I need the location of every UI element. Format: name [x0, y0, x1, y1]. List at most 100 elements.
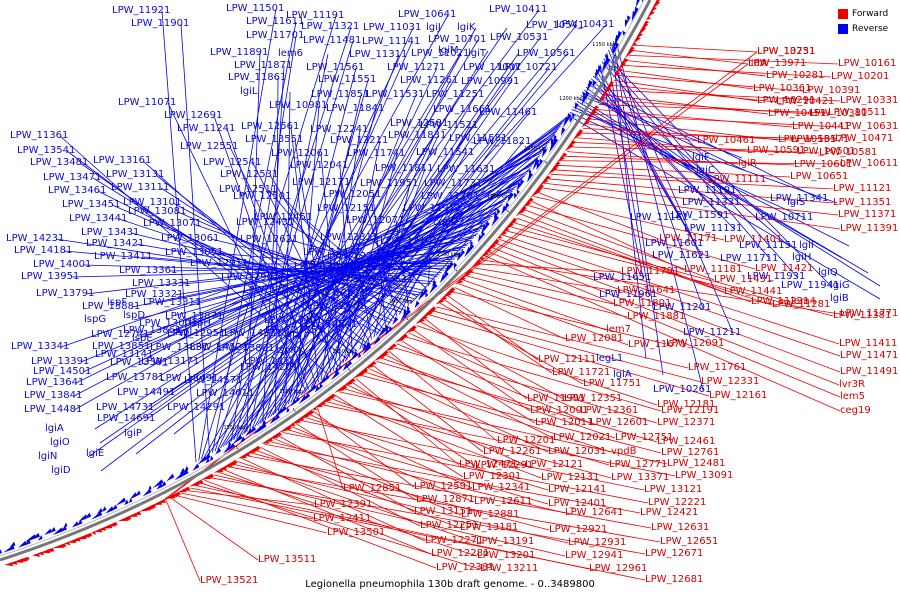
feature-reverse [569, 116, 573, 123]
leader-line-forward [477, 263, 622, 273]
feature-reverse [483, 221, 490, 231]
feature-reverse [278, 405, 287, 415]
gene-label-reverse: LPW_13781 [106, 372, 165, 383]
feature-reverse [44, 528, 52, 536]
gene-label-forward: LPW_10331 [840, 95, 899, 106]
gene-label-reverse: LPW_13361 [119, 265, 178, 276]
leader-line-forward [553, 169, 709, 181]
feature-reverse [52, 527, 63, 536]
leader-line-forward [586, 123, 698, 142]
leader-line-forward [563, 155, 795, 166]
leader-line-reverse [348, 203, 503, 326]
gene-label-reverse: LPW_12231 [327, 251, 386, 262]
gene-label-forward: LPW_10611 [840, 158, 899, 169]
feature-forward [226, 462, 235, 466]
leader-line-forward [165, 500, 201, 582]
legend-label-reverse: Reverse [852, 24, 889, 34]
feature-forward [358, 370, 366, 375]
leader-line-reverse [100, 117, 567, 472]
gene-label-forward: LPW_11181 [684, 264, 743, 275]
feature-reverse [142, 488, 152, 497]
feature-reverse [179, 467, 186, 475]
feature-forward [400, 335, 407, 339]
leader-line-reverse [245, 144, 548, 395]
gene-label-reverse: LPW_12661 [307, 301, 366, 312]
gene-label-reverse: LPW_11331 [682, 197, 741, 208]
gene-label-reverse: LPW_13101 [123, 197, 182, 208]
gene-label-reverse: LPW_11701 [246, 30, 305, 41]
gene-label-reverse: lgiS [787, 197, 806, 208]
feature-forward [542, 175, 551, 182]
gene-label-reverse: LPW_11591 [671, 210, 730, 221]
gene-label-reverse: LPW_11141 [362, 36, 421, 47]
feature-forward [336, 387, 345, 392]
feature-reverse [227, 441, 232, 448]
leader-line-reverse [591, 78, 735, 230]
leader-line-forward [622, 64, 832, 78]
gene-label-reverse: LPW_13351 [265, 325, 324, 336]
gene-label-reverse: LPW_14201 [240, 362, 299, 373]
gene-label-reverse: LPW_13851 [92, 341, 151, 352]
leader-line-forward [368, 367, 549, 453]
gene-label-forward: LPW_11801 [613, 298, 672, 309]
leader-line-forward [209, 477, 646, 555]
feature-forward [584, 116, 593, 124]
gene-label-reverse: lgiB [830, 293, 849, 304]
gene-label-forward: LPW_10501 [797, 146, 856, 157]
gene-label-reverse: LPW_13861 [123, 325, 182, 336]
feature-forward [19, 558, 26, 562]
gene-label-reverse: LPW_12551 [180, 141, 239, 152]
leader-line-reverse [585, 86, 733, 204]
gene-label-reverse: LPW_11661 [433, 104, 492, 115]
leader-line-reverse [325, 138, 500, 377]
gene-label-forward: LPW_10391 [802, 85, 861, 96]
gene-label-forward: LPW_12961 [589, 563, 648, 574]
leader-line-forward [170, 497, 259, 561]
feature-forward [525, 197, 534, 205]
gene-label-forward: LPW_12751 [615, 432, 674, 443]
gene-label-forward: ceg19 [840, 405, 871, 416]
gene-label-forward: LPW_12361 [580, 405, 639, 416]
leader-line-reverse [575, 103, 843, 259]
gene-label-forward: LPW_11431 [714, 274, 773, 285]
feature-reverse [641, 0, 644, 3]
feature-reverse [274, 407, 284, 418]
gene-label-forward: LPW_10161 [838, 58, 897, 69]
gene-label-reverse: LPW_11731 [424, 178, 483, 189]
feature-forward [426, 309, 434, 314]
leader-line-reverse [135, 120, 565, 455]
feature-forward [631, 42, 638, 47]
leader-line-reverse [608, 49, 704, 309]
leader-line-reverse [222, 27, 508, 447]
gene-label-reverse: LPW_11161 [630, 212, 689, 223]
feature-reverse [134, 490, 141, 498]
feature-reverse [414, 300, 420, 309]
feature-forward [458, 276, 466, 281]
feature-reverse [174, 471, 186, 481]
gene-label-reverse: LPW_10711 [755, 212, 814, 223]
leader-line-forward [619, 69, 754, 90]
gene-label-reverse: LPW_12151 [317, 203, 376, 214]
gene-label-forward: LPW_13091 [675, 470, 734, 481]
gene-label-reverse: lgiL [240, 86, 258, 97]
gene-label-forward: LPW_10571 [791, 134, 850, 145]
feature-reverse [105, 506, 114, 514]
feature-reverse [388, 325, 393, 333]
gene-label-reverse: LPW_13321 [125, 289, 184, 300]
gene-label-reverse: LPW_11031 [363, 22, 422, 33]
feature-forward [145, 505, 153, 510]
feature-reverse [536, 162, 541, 171]
feature-reverse [115, 497, 126, 506]
feature-reverse [571, 113, 576, 119]
feature-forward [479, 251, 489, 259]
gene-label-reverse: LPW_11741 [347, 148, 406, 159]
scale-label: 1300 kbp [487, 194, 511, 201]
gene-label-forward: LPW_13121 [644, 484, 703, 495]
feature-forward [406, 327, 414, 333]
gene-label-forward: LPW_13971 [748, 58, 807, 69]
gene-label-forward: LPW_11371 [838, 209, 897, 220]
gene-label-forward: LPW_10281 [766, 70, 825, 81]
gene-label-reverse: lspH [189, 318, 211, 329]
feature-forward [47, 548, 53, 553]
gene-label-reverse: LPW_11261 [400, 75, 459, 86]
